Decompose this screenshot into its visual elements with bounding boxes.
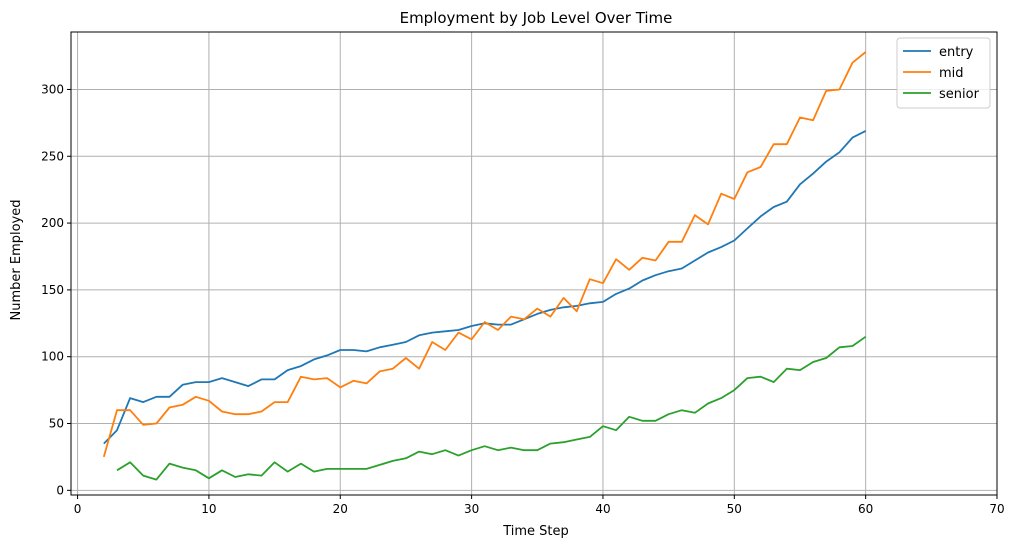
series-layer: [102, 51, 867, 481]
x-tick-label: 10: [201, 502, 216, 516]
x-tick-label: 60: [858, 502, 873, 516]
axes: [70, 31, 998, 496]
y-tick-label: 200: [41, 216, 64, 230]
y-tick-label: 0: [56, 483, 64, 497]
x-axis-label: Time Step: [502, 524, 569, 539]
ticks: 0 10 20 30 40 50 60 70 0 50 100 150 200 250 300: [41, 82, 1005, 516]
legend-label-entry: entry: [939, 45, 974, 60]
series-line-mid: [102, 51, 867, 458]
x-tick-label: 70: [989, 502, 1004, 516]
y-tick-label: 50: [49, 417, 64, 431]
legend: entry mid senior: [896, 37, 991, 109]
plot-frame: [70, 31, 998, 496]
x-tick-label: 50: [727, 502, 742, 516]
legend-label-mid: mid: [939, 66, 964, 81]
chart-title: Employment by Job Level Over Time: [400, 9, 673, 27]
x-tick-label: 20: [333, 502, 348, 516]
y-axis-label: Number Employed: [9, 200, 24, 321]
series-line-senior: [116, 335, 867, 481]
x-tick-label: 40: [595, 502, 610, 516]
x-tick-label: 0: [74, 502, 82, 516]
y-tick-label: 250: [41, 149, 64, 163]
legend-box: [896, 37, 991, 109]
y-tick-label: 300: [41, 82, 64, 96]
series-line-entry: [103, 130, 867, 445]
legend-label-senior: senior: [939, 87, 980, 102]
y-tick-label: 100: [41, 350, 64, 364]
x-tick-label: 30: [464, 502, 479, 516]
grid: [71, 32, 998, 495]
y-tick-label: 150: [41, 283, 64, 297]
